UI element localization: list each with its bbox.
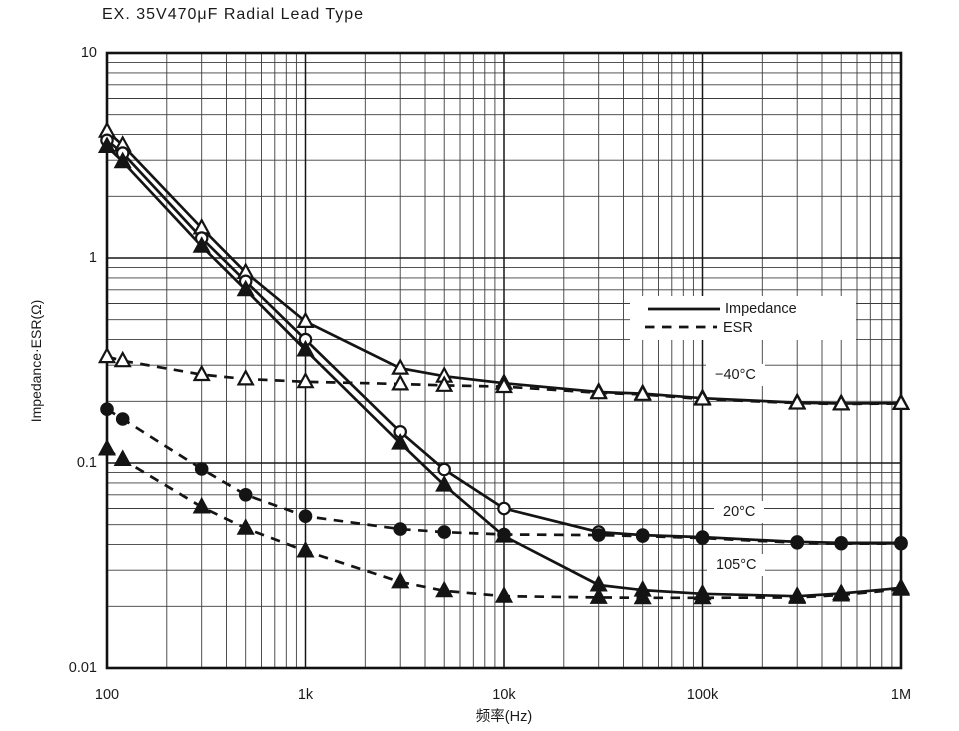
curve-label-20c: 20°C xyxy=(714,501,765,523)
series-markers-esr-20C xyxy=(100,402,908,551)
legend-impedance-label: Impedance xyxy=(725,301,797,317)
series-line-impedance-40C xyxy=(106,130,902,405)
curve-label-105c: 105°C xyxy=(707,554,766,576)
impedance-curves xyxy=(106,130,902,598)
x-tick-label: 1M xyxy=(890,687,912,703)
y-tick-label: 0.1 xyxy=(76,455,97,471)
x-tick-label: 1k xyxy=(297,687,314,703)
legend-box xyxy=(630,296,856,340)
legend-esr-label: ESR xyxy=(723,320,753,336)
x-tick-label: 100k xyxy=(686,687,719,703)
series-markers-esr-40C xyxy=(97,346,911,411)
series-markers-esr-105C xyxy=(97,438,911,605)
x-tick-label: 100 xyxy=(94,687,120,703)
chart-title: EX. 35V470μF Radial Lead Type xyxy=(102,6,365,23)
y-axis-label: Impedance·ESR(Ω) xyxy=(28,299,44,423)
y-tick-label: 1 xyxy=(88,250,97,266)
x-tick-label: 10k xyxy=(492,687,516,703)
series-line-impedance-105C xyxy=(106,145,902,598)
x-axis-label: 频率(Hz) xyxy=(475,709,533,725)
series-line-impedance-20C xyxy=(106,139,901,545)
curve-label-minus40c: −40°C xyxy=(706,364,765,386)
grid xyxy=(107,53,901,668)
y-tick-label: 0.01 xyxy=(68,660,97,676)
y-tick-label: 10 xyxy=(80,45,97,61)
series-line-esr-40C xyxy=(106,355,902,406)
